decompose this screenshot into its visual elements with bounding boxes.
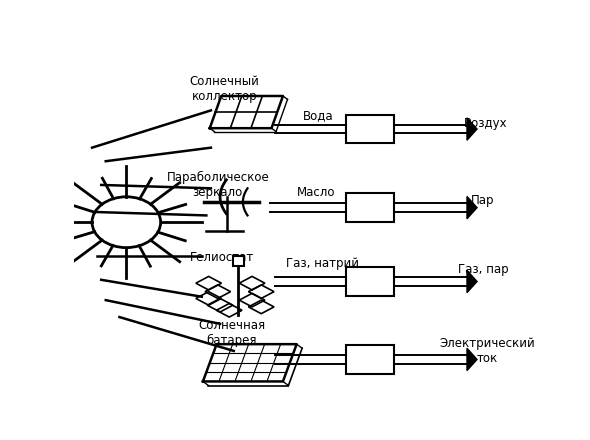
Bar xyxy=(346,267,394,296)
Bar xyxy=(346,193,394,222)
Text: 50 %: 50 % xyxy=(353,122,386,136)
Text: Параболическое
зеркало: Параболическое зеркало xyxy=(166,171,269,199)
Bar xyxy=(346,345,394,374)
Text: Пар: Пар xyxy=(471,194,495,207)
Bar xyxy=(346,115,394,143)
Text: Электрический
ток: Электрический ток xyxy=(440,337,536,365)
Text: Вода: Вода xyxy=(303,109,334,122)
FancyArrow shape xyxy=(346,348,356,370)
Text: 10 %: 10 % xyxy=(353,353,386,366)
FancyArrow shape xyxy=(467,196,477,219)
Text: Гелиостат: Гелиостат xyxy=(190,251,254,264)
FancyArrow shape xyxy=(467,270,477,293)
Text: 20 %: 20 % xyxy=(353,275,386,288)
FancyArrow shape xyxy=(346,270,356,293)
FancyArrow shape xyxy=(467,348,477,370)
FancyArrow shape xyxy=(346,196,356,219)
Text: Газ, натрий: Газ, натрий xyxy=(287,257,359,270)
Text: Газ, пар: Газ, пар xyxy=(458,263,509,276)
FancyArrow shape xyxy=(346,118,356,140)
Bar xyxy=(232,256,244,266)
FancyArrow shape xyxy=(467,118,477,140)
Text: Масло: Масло xyxy=(297,186,335,199)
Text: 15 %: 15 % xyxy=(353,201,387,214)
Text: Воздух: Воздух xyxy=(464,117,507,130)
Text: Солнечная
батарея: Солнечная батарея xyxy=(198,319,265,347)
Text: Солнечный
коллектор: Солнечный коллектор xyxy=(190,75,260,103)
